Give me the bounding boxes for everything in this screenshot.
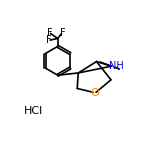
Text: F: F: [60, 28, 66, 38]
Text: O: O: [91, 88, 99, 98]
Text: NH: NH: [109, 61, 124, 71]
Text: F: F: [47, 28, 52, 38]
Text: HCl: HCl: [24, 106, 43, 116]
Text: F: F: [45, 35, 51, 45]
